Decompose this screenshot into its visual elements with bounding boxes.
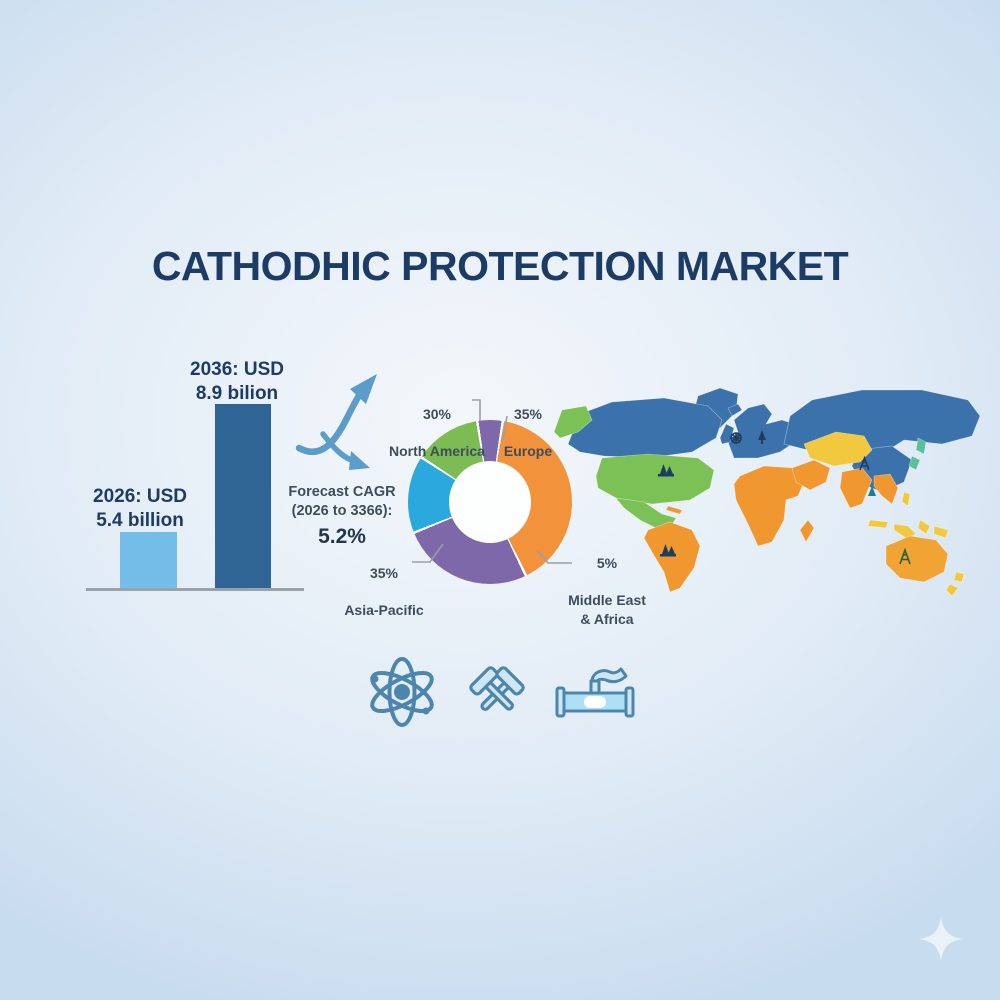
map-region-new-zealand-north bbox=[953, 571, 965, 583]
map-region-alaska bbox=[553, 405, 593, 439]
name-asia-pacific: Asia-Pacific bbox=[344, 602, 424, 619]
crossed-hammers-icon bbox=[469, 666, 525, 711]
leader-middle-east-africa bbox=[536, 549, 572, 564]
donut-leader-lines bbox=[412, 399, 572, 564]
forecast-line2: (2026 to 3366): bbox=[291, 502, 393, 519]
map-region-caribbean bbox=[665, 505, 683, 515]
leader-asia-pacific bbox=[412, 543, 444, 563]
map-region-south-america bbox=[643, 521, 701, 593]
donut-label-asia-pacific: 35% Asia-Pacific bbox=[334, 546, 434, 620]
map-region-usa bbox=[595, 453, 715, 505]
bar-label-2026: 2026: USD 5.4 billion bbox=[93, 486, 187, 532]
map-region-europe bbox=[727, 403, 801, 459]
growth-arrow-icon bbox=[295, 374, 377, 470]
atom-icon bbox=[370, 657, 434, 727]
donut-label-north-america: 30% North America bbox=[377, 387, 497, 461]
bar-chart: 2026: USD 5.4 billion 2036: USD 8.9 bili… bbox=[84, 350, 314, 589]
bar-chart-axis bbox=[86, 588, 304, 591]
map-icon-south-america-industry bbox=[660, 544, 676, 557]
map-icon-europe-emblem bbox=[730, 432, 742, 444]
map-region-australia bbox=[885, 535, 949, 583]
donut-label-europe: 35% Europe bbox=[478, 387, 578, 461]
name-europe: Europe bbox=[503, 443, 553, 460]
leader-north-america bbox=[472, 399, 481, 421]
bar-2026 bbox=[120, 532, 177, 589]
map-icon-usa-industry bbox=[658, 464, 674, 477]
map-icon-australia-derrick bbox=[899, 547, 911, 565]
forecast-cagr-value: 5.2% bbox=[318, 524, 366, 548]
pct-asia-pacific: 35% bbox=[369, 565, 399, 582]
donut-hole bbox=[449, 461, 531, 543]
map-region-africa bbox=[733, 465, 805, 547]
map-region-new-zealand-south bbox=[945, 583, 959, 597]
world-map bbox=[553, 387, 981, 597]
map-icon-indonesia-derrick bbox=[868, 486, 876, 496]
map-region-sulawesi bbox=[917, 519, 931, 535]
map-region-southeast-asia bbox=[873, 473, 899, 505]
map-icon-europe-tree bbox=[758, 430, 766, 444]
map-region-japan-south bbox=[908, 455, 921, 471]
bar-2036 bbox=[215, 404, 271, 589]
forecast-cagr-block: Forecast CAGR (2026 to 3366): 5.2% bbox=[282, 483, 402, 550]
pipeline-valve-icon bbox=[555, 667, 635, 718]
map-region-iceland bbox=[727, 403, 743, 417]
forecast-line1: Forecast CAGR bbox=[288, 484, 396, 500]
map-region-middle-east bbox=[791, 459, 831, 491]
map-region-borneo bbox=[893, 523, 917, 539]
map-region-indonesia bbox=[867, 519, 889, 529]
map-region-philippines bbox=[901, 491, 911, 507]
leader-europe bbox=[502, 415, 508, 441]
name-middle-east-africa: Middle East & Africa bbox=[568, 592, 646, 627]
sparkle-icon bbox=[919, 917, 963, 961]
pct-europe: 35% bbox=[513, 406, 543, 423]
map-region-canada bbox=[567, 397, 723, 459]
map-icon-china-derrick bbox=[859, 455, 870, 471]
donut-label-middle-east-africa: 5% Middle East & Africa bbox=[557, 536, 657, 628]
pct-middle-east-africa: 5% bbox=[596, 555, 618, 572]
map-region-india bbox=[839, 467, 873, 509]
map-region-central-asia bbox=[803, 431, 873, 467]
pct-north-america: 30% bbox=[422, 406, 452, 423]
name-north-america: North America bbox=[389, 443, 485, 460]
map-region-new-guinea bbox=[933, 525, 949, 539]
map-region-madagascar bbox=[799, 519, 815, 543]
page-title: CATHODHIC PROTECTION MARKET bbox=[151, 243, 849, 289]
map-region-japan-north bbox=[915, 437, 927, 455]
bar-label-2036: 2036: USD 8.9 bilion bbox=[190, 359, 284, 405]
